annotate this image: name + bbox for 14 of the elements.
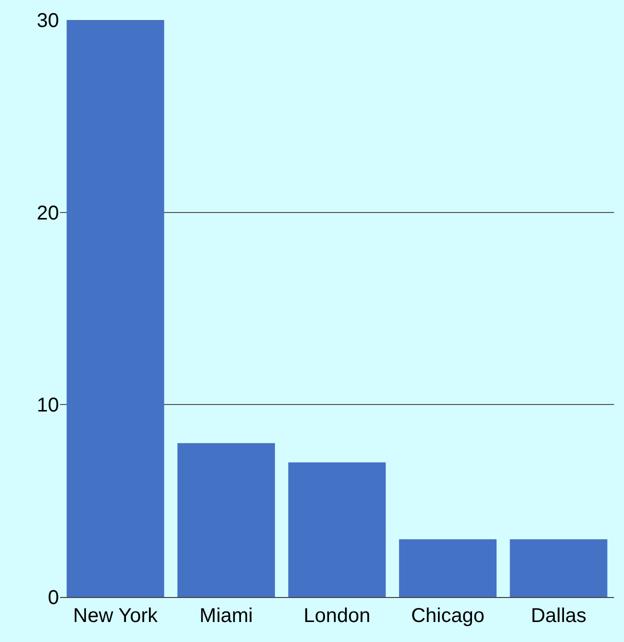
- bar: [288, 462, 386, 597]
- bar: [66, 20, 164, 597]
- bar: [510, 539, 608, 597]
- x-tick-label: Miami: [200, 605, 253, 627]
- y-tick-label: 10: [36, 394, 59, 417]
- bar: [399, 539, 497, 597]
- y-tick-label: 0: [48, 587, 59, 609]
- y-tick-label: 30: [36, 10, 59, 32]
- bar: [177, 443, 275, 597]
- x-tick-label: Dallas: [530, 605, 586, 627]
- x-tick-label: London: [304, 605, 370, 627]
- x-tick-label: Chicago: [411, 605, 484, 627]
- x-tick-label: New York: [73, 605, 159, 627]
- y-tick-label: 20: [36, 202, 59, 224]
